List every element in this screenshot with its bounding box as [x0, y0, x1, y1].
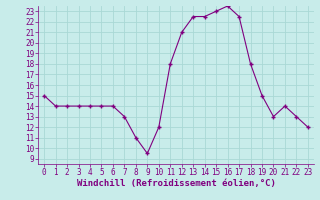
X-axis label: Windchill (Refroidissement éolien,°C): Windchill (Refroidissement éolien,°C) — [76, 179, 276, 188]
